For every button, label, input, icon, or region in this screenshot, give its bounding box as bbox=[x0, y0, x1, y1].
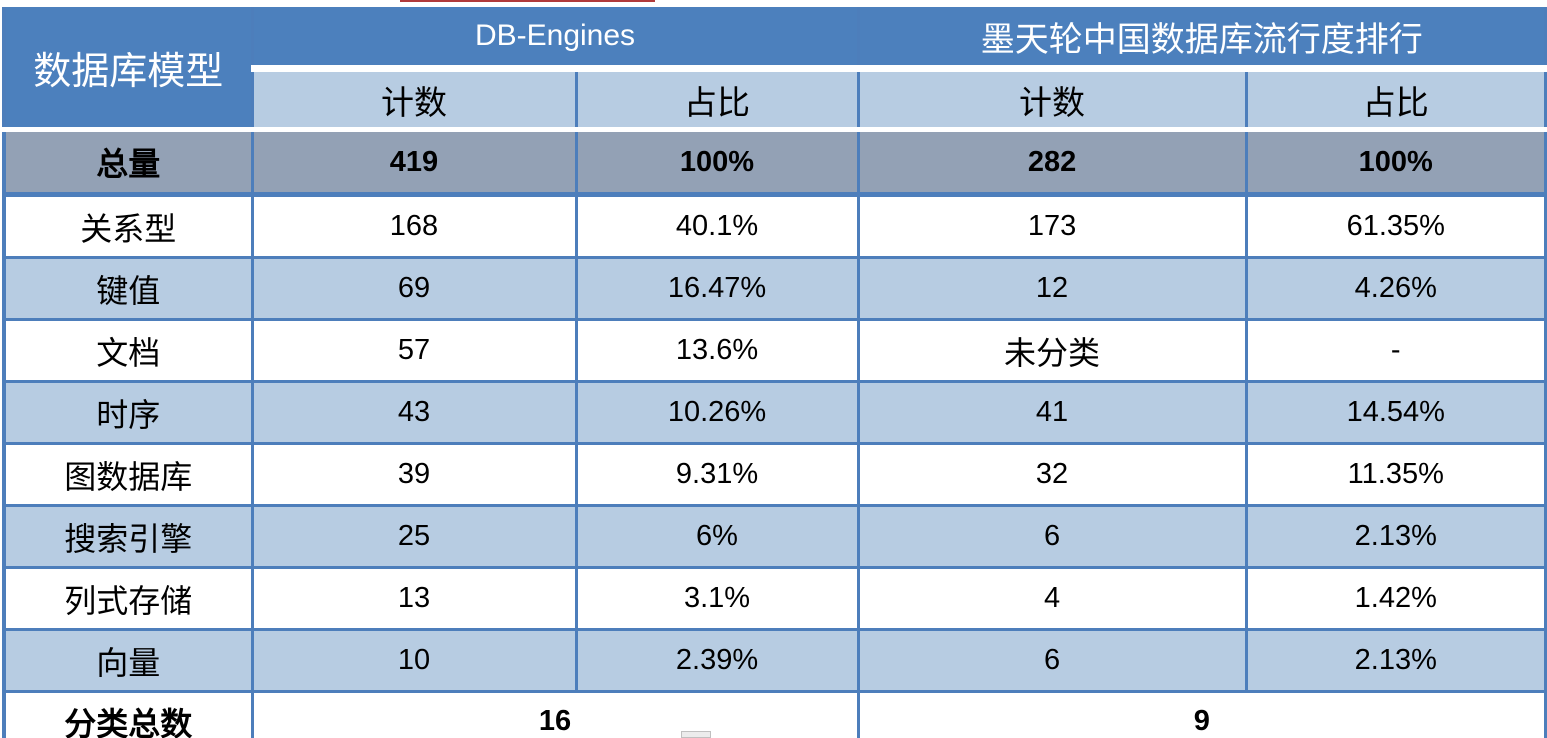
cell-mo-count: 32 bbox=[856, 442, 1248, 507]
subheader-de-share: 占比 bbox=[574, 67, 860, 132]
cell-de-count: 69 bbox=[250, 256, 578, 321]
cell-mo-count: 6 bbox=[856, 628, 1248, 693]
table-row-keyvalue: 键值 69 16.47% 12 4.26% bbox=[2, 256, 1547, 321]
row-label: 关系型 bbox=[2, 193, 254, 259]
subheader-mo-count: 计数 bbox=[856, 67, 1248, 132]
cell-de-count: 39 bbox=[250, 442, 578, 507]
table-row-category-total: 分类总数 16 9 bbox=[2, 690, 1547, 738]
cell-mo-count: 未分类 bbox=[856, 318, 1248, 383]
cell-de-count: 13 bbox=[250, 566, 578, 631]
cell-de-share: 10.26% bbox=[574, 380, 860, 445]
header-sub-row: 计数 占比 计数 占比 bbox=[4, 67, 1547, 132]
table-row-search-engine: 搜索引擎 25 6% 6 2.13% bbox=[2, 504, 1547, 569]
cell-mo-share: 61.35% bbox=[1244, 193, 1547, 259]
row-label: 搜索引擎 bbox=[2, 504, 254, 569]
row-label: 图数据库 bbox=[2, 442, 254, 507]
cell-mo-count: 41 bbox=[856, 380, 1248, 445]
subheader-de-count: 计数 bbox=[250, 67, 578, 132]
table-row-total: 总量 419 100% 282 100% bbox=[2, 128, 1547, 197]
table-row-relational: 关系型 168 40.1% 173 61.35% bbox=[2, 193, 1547, 259]
cell-de-count: 168 bbox=[250, 193, 578, 259]
cell-mo-share: 2.13% bbox=[1244, 628, 1547, 693]
row-label: 时序 bbox=[2, 380, 254, 445]
cropped-scrollbar-fragment bbox=[681, 731, 711, 738]
cell-mo-share: 14.54% bbox=[1244, 380, 1547, 445]
cell-de-share: 13.6% bbox=[574, 318, 860, 383]
cell-de-category-count: 16 bbox=[250, 690, 860, 738]
column-group-db-engines: DB-Engines bbox=[250, 7, 860, 72]
cell-mo-share: - bbox=[1244, 318, 1547, 383]
row-label: 文档 bbox=[2, 318, 254, 383]
cell-mo-share: 2.13% bbox=[1244, 504, 1547, 569]
database-model-comparison-table: 数据库模型 DB-Engines 墨天轮中国数据库流行度排行 计数 占比 计数 … bbox=[2, 7, 1547, 738]
column-group-modb: 墨天轮中国数据库流行度排行 bbox=[856, 7, 1547, 72]
cell-mo-share: 100% bbox=[1244, 128, 1547, 197]
table-row-columnar: 列式存储 13 3.1% 4 1.42% bbox=[2, 566, 1547, 631]
cell-mo-count: 282 bbox=[856, 128, 1248, 197]
cell-de-count: 57 bbox=[250, 318, 578, 383]
cell-de-share: 40.1% bbox=[574, 193, 860, 259]
row-label: 向量 bbox=[2, 628, 254, 693]
cell-de-share: 9.31% bbox=[574, 442, 860, 507]
table-row-timeseries: 时序 43 10.26% 41 14.54% bbox=[2, 380, 1547, 445]
cell-de-share: 100% bbox=[574, 128, 860, 197]
cell-de-count: 43 bbox=[250, 380, 578, 445]
cell-mo-count: 173 bbox=[856, 193, 1248, 259]
row-label: 分类总数 bbox=[2, 690, 254, 738]
table-row-document: 文档 57 13.6% 未分类 - bbox=[2, 318, 1547, 383]
row-header-title: 数据库模型 bbox=[2, 7, 254, 132]
cropped-red-underline-fragment bbox=[400, 0, 655, 2]
row-label: 列式存储 bbox=[2, 566, 254, 631]
cell-de-count: 25 bbox=[250, 504, 578, 569]
table-row-vector: 向量 10 2.39% 6 2.13% bbox=[2, 628, 1547, 693]
cell-de-share: 3.1% bbox=[574, 566, 860, 631]
cell-mo-category-count: 9 bbox=[856, 690, 1547, 738]
cell-mo-count: 12 bbox=[856, 256, 1248, 321]
subheader-mo-share: 占比 bbox=[1244, 67, 1547, 132]
row-label: 键值 bbox=[2, 256, 254, 321]
cell-mo-share: 4.26% bbox=[1244, 256, 1547, 321]
header-group-row: 数据库模型 DB-Engines 墨天轮中国数据库流行度排行 bbox=[2, 7, 1547, 132]
cell-de-count: 10 bbox=[250, 628, 578, 693]
cell-de-share: 2.39% bbox=[574, 628, 860, 693]
row-label: 总量 bbox=[2, 128, 254, 197]
cell-de-share: 16.47% bbox=[574, 256, 860, 321]
table-row-graph: 图数据库 39 9.31% 32 11.35% bbox=[2, 442, 1547, 507]
cell-de-count: 419 bbox=[250, 128, 578, 197]
cell-mo-share: 11.35% bbox=[1244, 442, 1547, 507]
cell-mo-count: 6 bbox=[856, 504, 1248, 569]
cell-mo-count: 4 bbox=[856, 566, 1248, 631]
cell-mo-share: 1.42% bbox=[1244, 566, 1547, 631]
cell-de-share: 6% bbox=[574, 504, 860, 569]
